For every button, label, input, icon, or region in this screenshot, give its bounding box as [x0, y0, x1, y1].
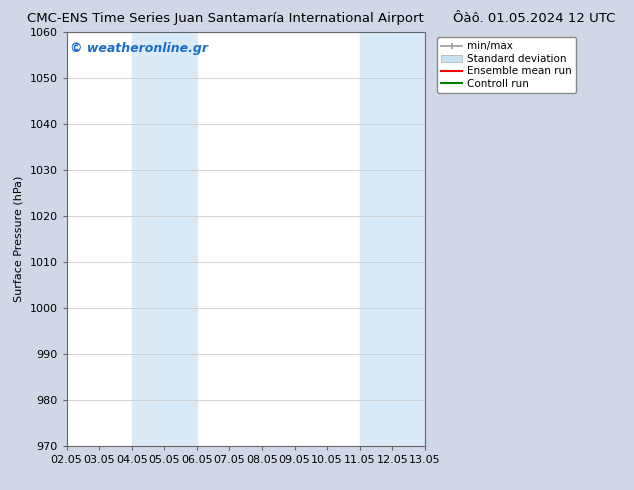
Bar	[359, 32, 425, 446]
Bar	[132, 32, 197, 446]
Text: © weatheronline.gr: © weatheronline.gr	[70, 42, 208, 55]
Text: CMC-ENS Time Series Juan Santamaría International Airport: CMC-ENS Time Series Juan Santamaría Inte…	[27, 12, 424, 25]
Y-axis label: Surface Pressure (hPa): Surface Pressure (hPa)	[14, 176, 24, 302]
Text: Ôàô. 01.05.2024 12 UTC: Ôàô. 01.05.2024 12 UTC	[453, 12, 615, 25]
Legend: min/max, Standard deviation, Ensemble mean run, Controll run: min/max, Standard deviation, Ensemble me…	[437, 37, 576, 93]
